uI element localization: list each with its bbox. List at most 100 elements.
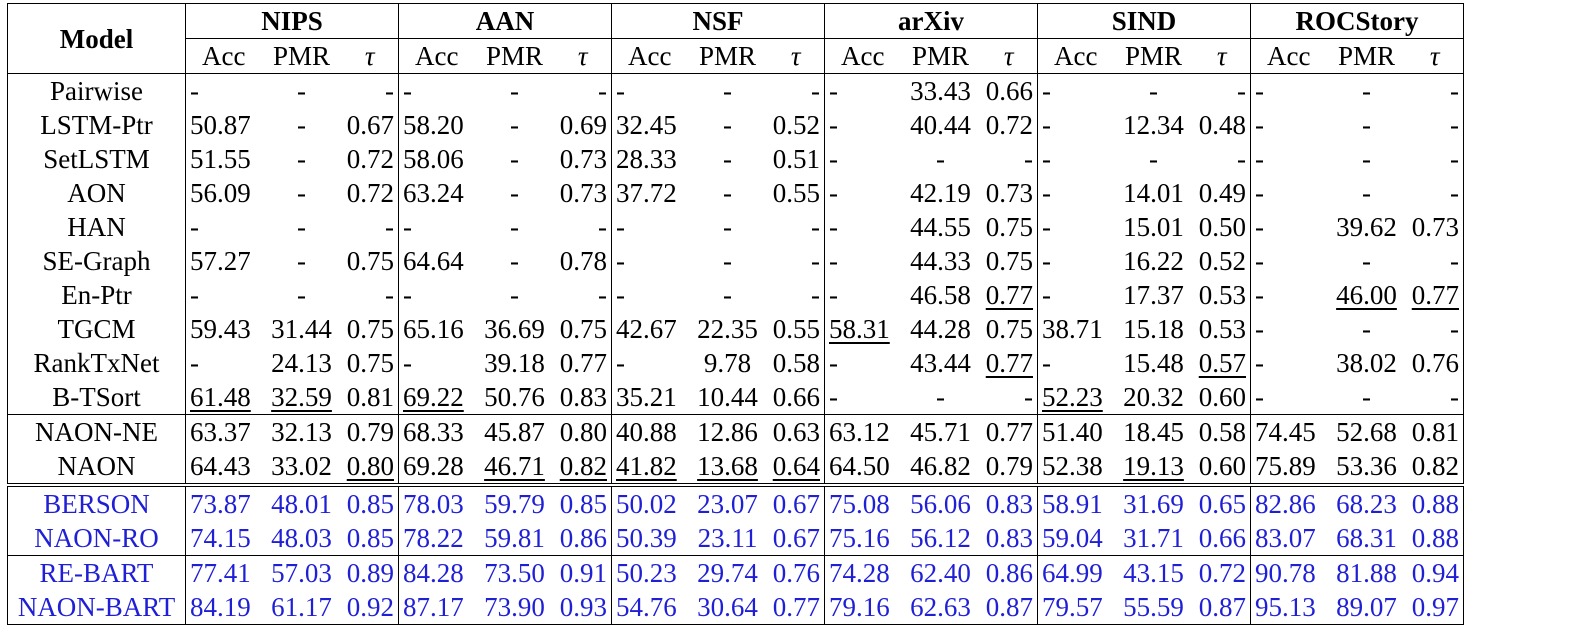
score-cell: 83.07 (1255, 523, 1316, 553)
score-cell: 0.76 (1406, 346, 1464, 380)
score-cell: 0.55 (767, 312, 825, 346)
score-cell: 50.39 (616, 523, 677, 553)
score-cell: 63.24 (403, 178, 464, 208)
score-cell: 0.77 (980, 414, 1038, 449)
score-cell: 39.62 (1336, 212, 1397, 242)
score-cell: 90.78 (1250, 555, 1327, 590)
score-cell: 0.58 (767, 346, 825, 380)
score-cell: - (1406, 380, 1464, 415)
score-cell: 32.59 (271, 382, 332, 412)
metric-header-acc: Acc (824, 38, 901, 74)
score-cell: - (936, 382, 945, 412)
score-cell: 82.86 (1250, 483, 1327, 521)
metric-header-pmr: PMR (474, 38, 555, 74)
score-cell: 63.12 (824, 414, 901, 449)
score-cell: 58.20 (403, 110, 464, 140)
table-row: LSTM-Ptr 50.87-0.67 58.20-0.69 32.45-0.52-4… (7, 108, 1464, 142)
metric-header-tau: τ (341, 38, 399, 74)
score-cell: 0.64 (767, 449, 825, 485)
score-cell: 48.03 (271, 523, 332, 553)
score-cell: - (554, 73, 612, 108)
score-cell: - (297, 110, 306, 140)
metric-header-acc: Acc (1250, 38, 1327, 74)
score-cell: 0.89 (341, 555, 399, 590)
group-header-arxiv: arXiv (824, 3, 1038, 39)
score-cell: 42.67 (616, 314, 677, 344)
score-cell: 0.75 (980, 312, 1038, 346)
model-name-cell: SetLSTM (7, 142, 186, 176)
score-cell: 0.85 (341, 521, 399, 556)
score-cell: 95.13 (1250, 590, 1327, 625)
score-cell: - (1362, 382, 1371, 412)
score-cell: - (1042, 280, 1051, 310)
score-cell: 0.49 (1193, 176, 1251, 210)
score-cell: 31.71 (1123, 523, 1184, 553)
score-cell: 0.87 (1193, 590, 1251, 625)
score-cell: 44.28 (910, 314, 971, 344)
score-cell: - (829, 348, 838, 378)
score-cell: - (510, 246, 519, 276)
model-column-header: Model (7, 3, 186, 74)
score-cell: 59.43 (190, 314, 251, 344)
score-cell: 12.86 (687, 414, 768, 449)
score-cell: - (1042, 76, 1051, 106)
score-cell: 0.72 (341, 142, 399, 176)
score-cell: 51.55 (190, 144, 251, 174)
metric-header-pmr: PMR (687, 38, 768, 74)
score-cell: 38.71 (1042, 314, 1103, 344)
score-cell: - (829, 280, 838, 310)
model-name-cell: HAN (7, 210, 186, 244)
score-cell: - (616, 246, 625, 276)
score-cell: 45.71 (900, 414, 981, 449)
score-cell: 75.08 (824, 483, 901, 521)
score-cell: - (829, 110, 838, 140)
score-cell: 0.88 (1406, 521, 1464, 556)
score-cell: 0.66 (980, 73, 1038, 108)
score-cell: 0.79 (980, 449, 1038, 485)
score-cell: 0.75 (554, 312, 612, 346)
score-cell: - (510, 178, 519, 208)
table-row: RankTxNet -24.13 0.75-39.18 0.77-9.78 0.58-4… (7, 346, 1464, 380)
score-cell: 53.36 (1336, 451, 1397, 481)
table-row: B-TSort 61.48 32.59 0.81 69.22 50.76 0.83 35.21… (7, 380, 1464, 415)
score-cell: 78.03 (398, 483, 475, 521)
results-table-container: Model NIPS AAN NSF arXiv SIND ROCStory A… (7, 3, 1464, 625)
score-cell: 0.86 (980, 555, 1038, 590)
metric-header-pmr: PMR (261, 38, 342, 74)
model-name-cell: En-Ptr (7, 278, 186, 312)
score-cell: 46.71 (484, 451, 545, 481)
table-row: BERSON 73.87 48.01 0.85 78.03 59.79 0.85 50.02 2… (7, 483, 1464, 521)
score-cell: 0.85 (554, 483, 612, 521)
score-cell: 0.65 (1193, 483, 1251, 521)
score-cell: 87.17 (398, 590, 475, 625)
model-name-cell: BERSON (7, 483, 186, 521)
score-cell: 54.76 (611, 590, 688, 625)
score-cell: 33.43 (910, 76, 971, 106)
score-cell: 0.53 (1193, 312, 1251, 346)
score-cell: - (341, 278, 399, 312)
table-row: Pairwise - - - - - - - - - -33.43 0.66- - - - - - (7, 73, 1464, 108)
score-cell: - (297, 246, 306, 276)
score-cell: 0.93 (554, 590, 612, 625)
model-name-cell: B-TSort (7, 380, 186, 415)
score-cell: 44.55 (910, 212, 971, 242)
score-cell: - (554, 210, 612, 244)
score-cell: 84.28 (398, 555, 475, 590)
metric-header-acc: Acc (398, 38, 475, 74)
score-cell: 28.33 (616, 144, 677, 174)
table-row: AON 56.09-0.72 63.24-0.73 37.72-0.55-42.19 0… (7, 176, 1464, 210)
table-row: SetLSTM 51.55-0.72 58.06-0.73 28.33-0.51- - -… (7, 142, 1464, 176)
score-cell: - (829, 382, 838, 412)
metric-header-tau: τ (554, 38, 612, 74)
score-cell: 57.03 (261, 555, 342, 590)
score-cell: - (1042, 110, 1051, 140)
score-cell: 40.88 (611, 414, 688, 449)
model-name-cell: LSTM-Ptr (7, 108, 186, 142)
score-cell: 35.21 (616, 382, 677, 412)
score-cell: - (767, 278, 825, 312)
score-cell: 50.87 (190, 110, 251, 140)
score-cell: 56.06 (900, 483, 981, 521)
score-cell: 64.99 (1037, 555, 1114, 590)
score-cell: 0.60 (1193, 380, 1251, 415)
score-cell: - (1362, 110, 1371, 140)
